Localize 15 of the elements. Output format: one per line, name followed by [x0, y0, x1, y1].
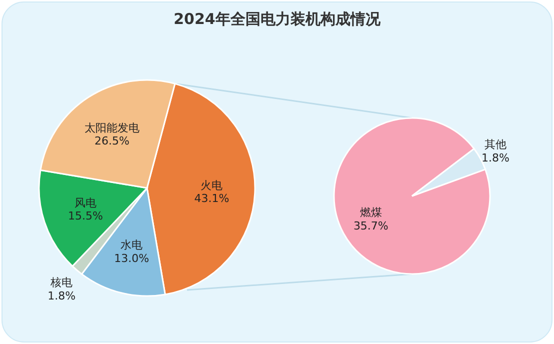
- slice-label: 其他: [484, 138, 507, 152]
- slice-label: 水电: [120, 238, 143, 252]
- data-label: 1.8%: [482, 151, 510, 164]
- data-label: 43.1%: [194, 192, 230, 206]
- slice-label: 燃煤: [360, 206, 382, 220]
- data-label: 1.8%: [48, 289, 76, 302]
- slice-label: 火电: [200, 178, 223, 192]
- slice-label: 核电: [50, 276, 73, 290]
- slice-label: 太阳能发电: [84, 121, 140, 134]
- data-label: 26.5%: [94, 134, 130, 148]
- data-label: 13.0%: [114, 252, 150, 265]
- slice-label: 风电: [74, 196, 97, 210]
- chart-title: 2024年全国电力装机构成情况: [174, 10, 382, 28]
- data-label: 35.7%: [353, 219, 388, 232]
- data-label: 15.5%: [68, 209, 103, 222]
